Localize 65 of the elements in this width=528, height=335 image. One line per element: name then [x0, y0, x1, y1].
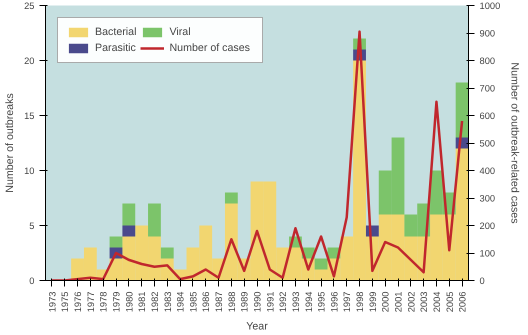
bar: [160, 248, 174, 258]
y2-tick-label: 100: [480, 248, 496, 258]
x-tick-label: 1990: [252, 291, 262, 312]
y2-tick-label: 1000: [480, 1, 500, 11]
x-tick-label: 2001: [394, 291, 404, 312]
x-tick-label: 1994: [304, 291, 314, 312]
x-tick-label: 2006: [458, 291, 468, 312]
x-tick-label: 1983: [162, 291, 173, 312]
x-tick-label: 1975: [60, 291, 70, 312]
x-tick-label: 1992: [278, 291, 288, 312]
legend-label: Viral: [169, 26, 191, 38]
x-tick-label: 1998: [355, 291, 366, 312]
x-tick-label: 1978: [98, 291, 109, 312]
x-axis-title: Year: [246, 320, 268, 332]
x-tick-label: 1973: [47, 291, 58, 312]
x-tick-label: 1999: [368, 291, 378, 312]
y2-tick-label: 800: [480, 56, 496, 66]
bar: [456, 82, 468, 138]
legend-label: Number of cases: [169, 42, 250, 54]
x-tick-label: 1982: [150, 291, 160, 312]
x-tick-label: 1986: [201, 291, 212, 312]
x-tick-label: 1977: [86, 291, 96, 312]
x-tick-label: 2005: [444, 291, 455, 312]
y2-tick-label: 500: [480, 138, 496, 148]
y2-tick-label: 400: [480, 166, 496, 176]
y-tick-label: 5: [29, 221, 35, 231]
x-tick-label: 1979: [112, 291, 122, 312]
x-tick-label: 1989: [240, 291, 250, 312]
y2-tick-label: 0: [480, 276, 485, 286]
x-tick-label: 1980: [124, 291, 134, 312]
x-tick-label: 2003: [419, 291, 430, 312]
x-tick-label: 1984: [176, 291, 186, 312]
y2-tick-label: 200: [480, 221, 496, 231]
x-tick-label: 1991: [265, 291, 276, 312]
y2-tick-label: 600: [480, 111, 496, 121]
x-tick-label: 1981: [137, 291, 148, 312]
bar: [224, 192, 238, 204]
x-tick-label: 1996: [329, 291, 340, 312]
x-tick-label: 1987: [214, 291, 224, 312]
x-tick-label: 1997: [342, 291, 352, 312]
bar: [314, 258, 328, 270]
x-tick-label: 1976: [73, 291, 84, 312]
y-tick-label: 25: [24, 1, 35, 11]
y-tick-label: 20: [24, 56, 35, 66]
y-axis-title: Number of outbreaks: [4, 93, 16, 193]
x-tick-label: 2002: [406, 291, 416, 312]
bar: [122, 204, 136, 226]
x-tick-label: 2000: [380, 291, 391, 312]
y2-tick-label: 700: [480, 84, 496, 94]
y-tick-label: 0: [29, 276, 35, 286]
y2-tick-label: 300: [480, 194, 496, 204]
y2-axis-title: Number of outbreak-related cases: [508, 62, 520, 224]
y2-tick-label: 900: [480, 28, 496, 38]
x-tick-label: 2004: [432, 291, 442, 312]
legend-label: Bacterial: [95, 26, 136, 38]
bar: [148, 204, 161, 236]
y-tick-label: 15: [24, 111, 35, 121]
x-tick-label: 1995: [316, 291, 327, 312]
bar: [122, 226, 136, 236]
x-tick-label: 1985: [188, 291, 198, 312]
legend-label: Parasitic: [95, 42, 136, 54]
bar: [110, 236, 122, 248]
x-tick-label: 1993: [290, 291, 301, 312]
x-tick-label: 1988: [226, 291, 237, 312]
y-tick-label: 10: [24, 166, 35, 176]
